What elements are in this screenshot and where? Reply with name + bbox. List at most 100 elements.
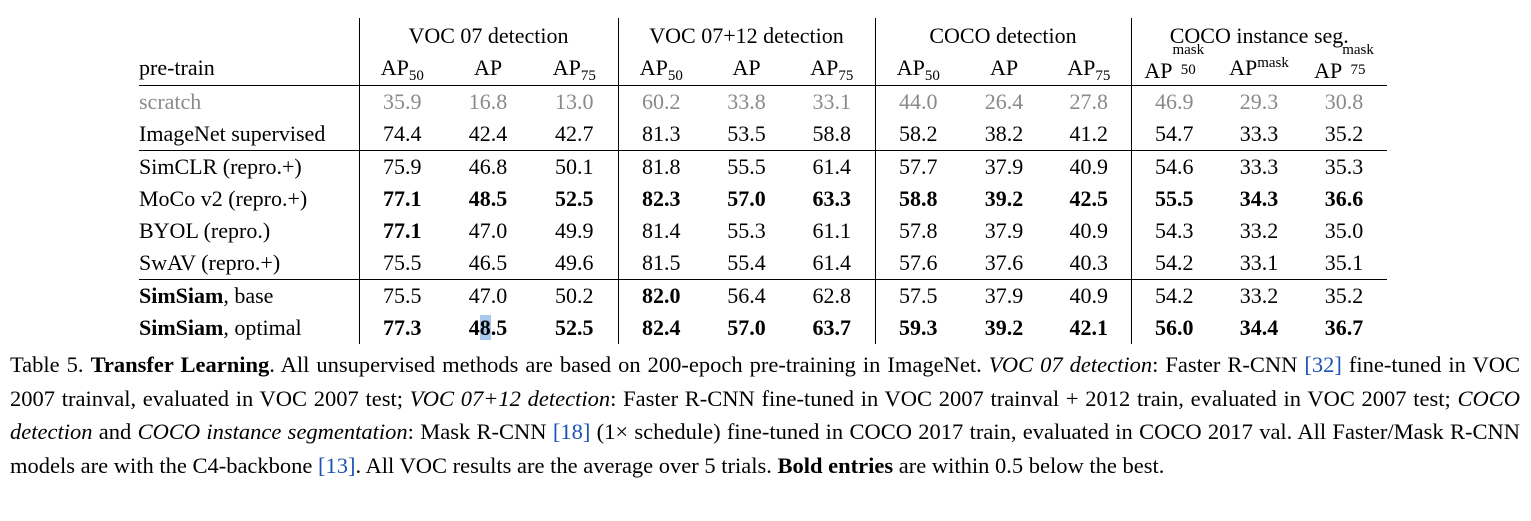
table-cell: 62.8 [789, 279, 876, 312]
column-header: AP mask 75 [1314, 41, 1374, 83]
table-row: scratch 35.9 16.8 13.0 60.2 33.8 33.1 44.0 26.4 2… [139, 85, 1387, 118]
column-header: AP75 [789, 50, 876, 86]
table-cell: 16.8 [445, 85, 531, 118]
column-header: AP50 [380, 54, 424, 84]
table-cell: 35.1 [1324, 250, 1364, 275]
table-cell: 39.2 [984, 315, 1024, 340]
table-cell: 77.3 [383, 315, 422, 340]
table-cell: 46.5 [468, 250, 508, 275]
table-cell: 33.3 [1217, 150, 1301, 183]
citation-link[interactable]: [32] [1304, 352, 1342, 377]
caption-text: : Mask R-CNN [407, 419, 553, 444]
group-header-coco-det: COCO detection [875, 18, 1132, 50]
table-cell: 39.2 [984, 186, 1024, 211]
table-cell: 34.4 [1239, 315, 1279, 340]
table-cell: 81.5 [642, 250, 681, 275]
table-cell: 54.2 [1131, 279, 1217, 312]
table-cell: 34.3 [1239, 186, 1279, 211]
method-name: ImageNet supervised [139, 118, 360, 151]
caption-text: . All VOC results are the average over 5… [355, 452, 778, 478]
table-cell: 33.2 [1239, 218, 1279, 243]
table-cell: 41.2 [1047, 118, 1132, 151]
table-cell: 57.7 [875, 150, 961, 183]
table-cell: 81.3 [642, 121, 681, 146]
table-cell: 75.5 [359, 279, 445, 312]
column-header: AP75 [1047, 50, 1132, 86]
caption-text: . All unsupervised methods are based on … [269, 352, 989, 377]
citation-link[interactable]: [13] [318, 452, 356, 478]
table-cell: 55.4 [727, 250, 766, 275]
table-cell: 54.7 [1155, 121, 1194, 146]
column-header: APmask [1229, 54, 1289, 80]
table-cell: 42.5 [1047, 183, 1132, 215]
table-cell: 47.0 [445, 279, 531, 312]
table-cell: 50.2 [531, 279, 619, 312]
table-cell: 42.1 [1047, 312, 1132, 344]
table-cell: 55.3 [727, 218, 766, 243]
table-cell: 54.2 [1155, 250, 1194, 275]
table-cell: 61.1 [789, 215, 876, 247]
table-cell: 77.1 [383, 186, 422, 211]
table-cell: 82.4 [642, 315, 681, 340]
table-cell: 49.6 [531, 247, 619, 280]
caption-title: Transfer Learning [90, 352, 270, 377]
table-cell: 58.2 [899, 121, 938, 146]
table-cell: 63.7 [789, 312, 876, 344]
table-cell: 50.1 [531, 150, 619, 183]
column-header: AP75 [531, 50, 619, 86]
table-row: SimSiam, optimal 77.3 48.5 52.5 82.4 57.0 63.7… [139, 312, 1387, 344]
table-cell: 37.9 [984, 218, 1024, 243]
column-header: AP [989, 54, 1019, 80]
table-cell: 40.9 [1047, 215, 1132, 247]
table-cell: 52.5 [531, 183, 619, 215]
table-cell: 42.7 [531, 118, 619, 151]
table-row: SimCLR (repro.+) 75.9 46.8 50.1 81.8 55.5 61.4… [139, 150, 1387, 183]
table-cell: 54.6 [1131, 150, 1217, 183]
method-name: SwAV (repro.+) [139, 247, 360, 280]
method-name: SimCLR (repro.+) [139, 150, 360, 183]
table-cell: 57.6 [899, 250, 938, 275]
caption-text: : Faster R-CNN fine-tuned in VOC 2007 tr… [610, 385, 1458, 411]
group-header-row: VOC 07 detection VOC 07+12 detection COC… [139, 18, 1387, 50]
citation-link[interactable]: [18] [552, 419, 591, 444]
caption-text: fine-tuned in VOC 2007 trainval, evaluat… [10, 352, 1520, 411]
table-row: BYOL (repro.) 77.1 47.0 49.9 81.4 55.3 61.1 57.… [139, 215, 1387, 247]
table-cell: 59.3 [899, 315, 938, 340]
group-header-voc07: VOC 07 detection [359, 18, 619, 50]
table-cell: 33.2 [1217, 279, 1301, 312]
column-header: AP [473, 54, 503, 80]
pretrain-header: pre-train [139, 50, 360, 86]
table-cell: 54.3 [1155, 218, 1194, 243]
table-cell: 53.5 [727, 121, 766, 146]
caption-text: and [92, 419, 138, 444]
table-cell: 49.9 [531, 215, 619, 247]
table-cell: 40.9 [1047, 150, 1132, 183]
table-cell: 58.8 [899, 186, 938, 211]
table-body: scratch 35.9 16.8 13.0 60.2 33.8 33.1 44.0 26.4 2… [139, 85, 1387, 344]
transfer-learning-table: VOC 07 detection VOC 07+12 detection COC… [139, 18, 1387, 344]
group-header-coco-seg: COCO instance seg. [1169, 23, 1349, 48]
caption-text: (1× schedule) fine-tuned in COCO 2017 tr… [10, 419, 1520, 478]
method-name: BYOL (repro.) [139, 215, 360, 247]
table-cell: 57.8 [899, 218, 938, 243]
caption-em-voc0712: VOC 07+12 detection [409, 385, 611, 411]
table-cell: 38.2 [984, 121, 1024, 146]
caption-bold-entries: Bold entries [777, 452, 894, 478]
table-cell: 82.0 [618, 279, 704, 312]
table-cell: 33.8 [704, 85, 789, 118]
table-cell: 30.8 [1301, 85, 1387, 118]
table-cell: 75.5 [383, 250, 422, 275]
table-row: SimSiam, base 75.5 47.0 50.2 82.0 56.4 62.8 57.… [139, 279, 1387, 312]
table-row: ImageNet supervised 74.4 42.4 42.7 81.3 53.5 5… [139, 118, 1387, 151]
table-cell: 81.4 [642, 218, 681, 243]
method-name: scratch [139, 85, 360, 118]
table-cell: 47.0 [468, 218, 508, 243]
table-cell: 29.3 [1217, 85, 1301, 118]
table-cell: 35.2 [1324, 121, 1364, 146]
table-cell: 57.5 [875, 279, 961, 312]
table-cell: 33.3 [1239, 121, 1279, 146]
caption-em-coco-det: COCO detection [10, 385, 1520, 445]
method-name: SimSiam, base [139, 279, 360, 312]
table-cell: 75.9 [359, 150, 445, 183]
table-cell: 55.5 [1155, 186, 1194, 211]
